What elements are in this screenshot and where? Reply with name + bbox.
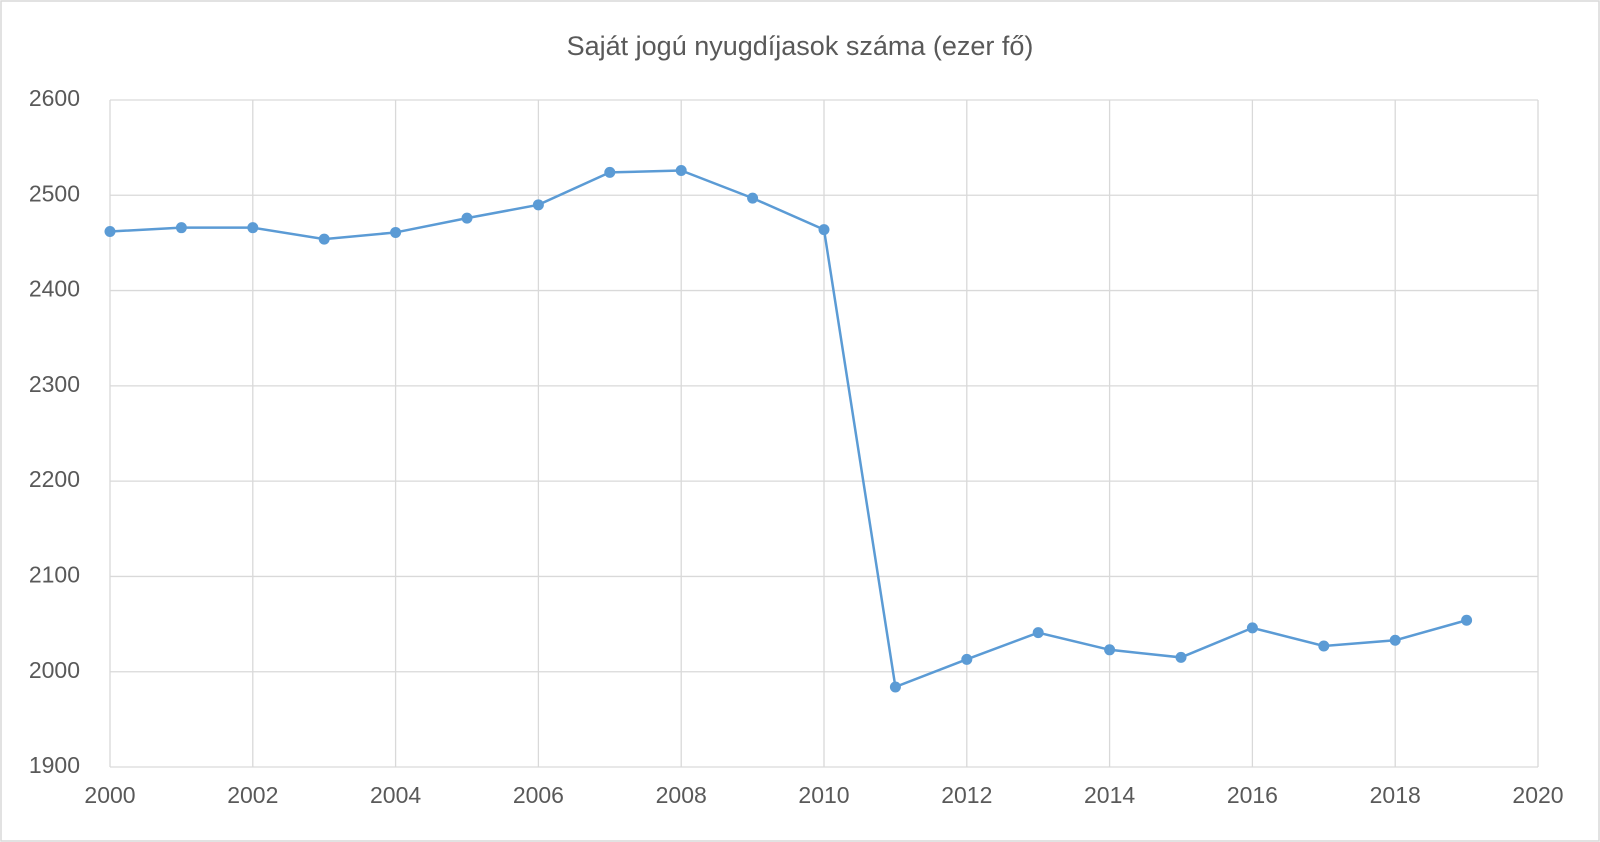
x-tick-label: 2004 bbox=[370, 782, 421, 808]
point bbox=[247, 222, 259, 234]
chart-title: Saját jogú nyugdíjasok száma (ezer fő) bbox=[567, 31, 1034, 61]
point bbox=[818, 224, 830, 236]
point bbox=[390, 226, 402, 238]
x-tick-label: 2010 bbox=[798, 782, 849, 808]
y-tick-label: 2100 bbox=[29, 562, 80, 588]
y-tick-label: 2000 bbox=[29, 657, 80, 683]
point bbox=[461, 212, 473, 224]
x-tick-label: 2016 bbox=[1227, 782, 1278, 808]
point bbox=[1246, 622, 1258, 634]
point bbox=[604, 166, 616, 178]
x-tick-label: 2020 bbox=[1512, 782, 1563, 808]
point bbox=[747, 192, 759, 204]
x-tick-label: 2014 bbox=[1084, 782, 1135, 808]
x-tick-label: 2006 bbox=[513, 782, 564, 808]
y-tick-label: 1900 bbox=[29, 752, 80, 778]
point bbox=[889, 681, 901, 693]
point bbox=[318, 233, 330, 245]
x-tick-label: 2012 bbox=[941, 782, 992, 808]
point bbox=[1104, 644, 1116, 656]
point bbox=[1175, 651, 1187, 663]
point bbox=[1461, 614, 1473, 626]
x-tick-label: 2000 bbox=[84, 782, 135, 808]
y-tick-label: 2500 bbox=[29, 180, 80, 206]
point bbox=[532, 199, 544, 211]
x-tick-label: 2018 bbox=[1370, 782, 1421, 808]
point bbox=[1389, 634, 1401, 646]
point bbox=[1318, 640, 1330, 652]
point bbox=[175, 222, 187, 234]
y-tick-label: 2600 bbox=[29, 85, 80, 111]
y-tick-label: 2200 bbox=[29, 466, 80, 492]
point bbox=[961, 653, 973, 665]
point bbox=[1032, 627, 1044, 639]
line bbox=[109, 169, 1467, 689]
point bbox=[104, 225, 116, 237]
x-tick-label: 2002 bbox=[227, 782, 278, 808]
point bbox=[675, 165, 687, 177]
y-tick-label: 2400 bbox=[29, 276, 80, 302]
y-tick-label: 2300 bbox=[29, 371, 80, 397]
x-tick-label: 2008 bbox=[656, 782, 707, 808]
